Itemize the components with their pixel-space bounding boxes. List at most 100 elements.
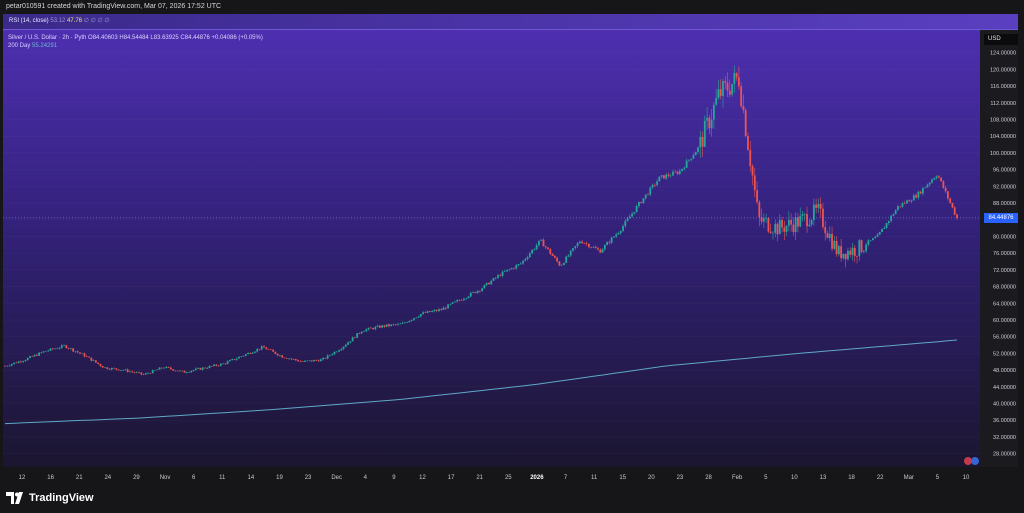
candle-body xyxy=(756,190,758,203)
candle-body xyxy=(119,370,122,371)
candle-body xyxy=(715,98,718,105)
candle-body xyxy=(60,345,63,348)
candle-body xyxy=(719,89,722,96)
candle-body xyxy=(201,367,204,370)
candle-body xyxy=(254,351,256,353)
candle-body xyxy=(117,369,120,371)
candle-body xyxy=(835,240,838,255)
flag-icon[interactable] xyxy=(964,457,979,465)
candle-body xyxy=(92,360,95,361)
candle-body xyxy=(724,80,727,83)
candle-body xyxy=(649,187,652,195)
candle-body xyxy=(669,175,672,177)
candle-body xyxy=(199,368,202,370)
x-tick-label: 28 xyxy=(705,475,712,481)
candle-body xyxy=(844,253,847,260)
candle-body xyxy=(410,319,413,321)
price-scale[interactable] xyxy=(980,30,1018,467)
candle-body xyxy=(578,241,581,244)
candle-body xyxy=(426,311,429,313)
candle-body xyxy=(517,264,520,266)
candle-body xyxy=(265,347,268,350)
candle-body xyxy=(594,247,597,249)
candle-body xyxy=(185,372,188,374)
candle-body xyxy=(647,194,649,196)
candle-body xyxy=(556,257,559,262)
x-tick-label: 10 xyxy=(963,475,970,481)
candle-body xyxy=(547,247,549,250)
candle-body xyxy=(72,348,75,352)
candle-body xyxy=(388,324,390,327)
candle-body xyxy=(24,360,27,362)
candle-body xyxy=(922,188,924,194)
candle-body xyxy=(767,218,770,232)
candle-body xyxy=(544,246,547,248)
candle-body xyxy=(490,280,493,285)
x-tick-label: 21 xyxy=(476,475,483,481)
candle-body xyxy=(894,210,897,215)
candle-body xyxy=(349,341,352,343)
candle-body xyxy=(824,227,827,234)
candle-body xyxy=(408,320,411,323)
created-caption: petar010591 created with TradingView.com… xyxy=(6,3,222,10)
candle-body xyxy=(769,231,772,233)
candle-body xyxy=(58,347,61,349)
candle-body xyxy=(329,355,331,356)
candle-body xyxy=(406,322,409,323)
price-chart[interactable]: 124.00000 120.00000 116.00000 112.00000 108.… xyxy=(0,30,1024,488)
candle-body xyxy=(394,324,397,326)
candle-body xyxy=(803,213,806,215)
y-tick-label: 88.00000 xyxy=(993,201,1016,207)
candle-body xyxy=(706,117,708,121)
candle-body xyxy=(20,361,22,363)
candle-body xyxy=(17,361,20,364)
candle-body xyxy=(874,236,877,239)
candle-body xyxy=(508,269,511,270)
candle-body xyxy=(583,243,586,244)
candle-body xyxy=(158,367,161,370)
candle-body xyxy=(272,349,275,352)
candle-body xyxy=(735,73,738,78)
rsi-pane[interactable]: RSI (14, close) 53.12 47.76 ∅ ∅ ∅ ∅ xyxy=(3,14,1018,30)
candle-body xyxy=(460,300,463,301)
y-tick-label: 104.00000 xyxy=(990,134,1016,140)
candle-body xyxy=(781,220,783,228)
candle-body xyxy=(240,356,243,357)
candle-body xyxy=(760,217,763,222)
candle-body xyxy=(569,250,572,256)
candle-body xyxy=(69,348,72,349)
candle-body xyxy=(665,174,668,179)
candle-body xyxy=(615,234,618,237)
candle-body xyxy=(651,184,654,188)
candle-body xyxy=(865,244,868,252)
candle-body xyxy=(635,206,638,213)
currency-selector[interactable]: USD xyxy=(984,34,1018,45)
x-tick-label: 25 xyxy=(505,475,512,481)
candle-body xyxy=(940,177,942,182)
candle-body xyxy=(694,152,697,156)
candle-body xyxy=(172,369,175,371)
candle-body xyxy=(181,370,184,372)
candle-body xyxy=(369,327,372,329)
candle-body xyxy=(833,240,836,249)
candle-body xyxy=(49,348,52,351)
candle-body xyxy=(653,184,656,186)
candle-body xyxy=(331,354,334,356)
candle-body xyxy=(949,198,952,203)
candle-body xyxy=(124,369,127,371)
candle-body xyxy=(869,240,872,241)
candle-body xyxy=(681,168,683,171)
candle-body xyxy=(885,223,888,228)
candle-body xyxy=(474,291,477,293)
candle-body xyxy=(179,370,181,372)
candle-body xyxy=(751,166,754,176)
candle-body xyxy=(574,246,577,249)
candle-body xyxy=(549,249,552,254)
candle-body xyxy=(478,290,481,292)
logo-icon xyxy=(6,492,24,504)
candle-body xyxy=(363,331,365,332)
candle-body xyxy=(6,365,9,367)
candle-body xyxy=(131,371,134,373)
candle-body xyxy=(106,367,109,369)
rsi-visibility-icons[interactable]: ∅ ∅ ∅ ∅ xyxy=(83,18,110,24)
